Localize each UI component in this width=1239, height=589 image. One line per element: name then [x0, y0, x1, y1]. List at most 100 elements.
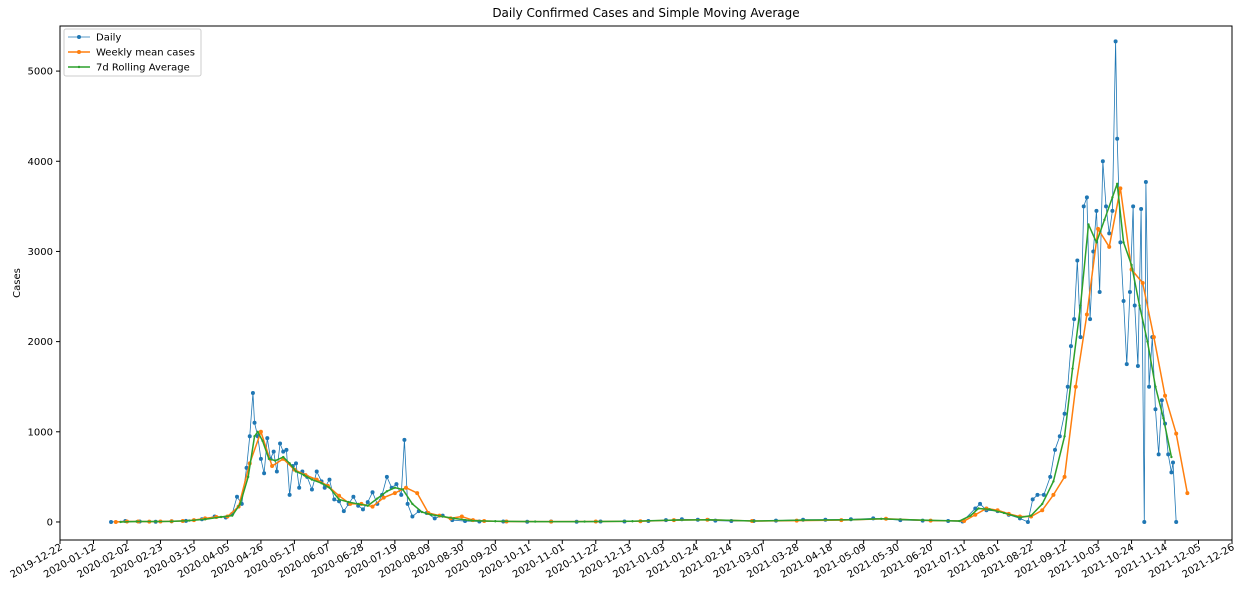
data-point [921, 518, 924, 522]
data-point [404, 485, 409, 490]
data-point [672, 518, 676, 522]
data-point [1062, 411, 1067, 416]
data-point [1122, 241, 1125, 244]
data-point [1143, 180, 1148, 184]
data-point [253, 435, 256, 438]
data-point [1065, 384, 1070, 389]
data-point [384, 474, 389, 479]
data-point [430, 513, 433, 516]
data-point [256, 430, 259, 433]
data-point [1051, 492, 1056, 497]
data-point [347, 500, 350, 504]
series-daily [109, 39, 1179, 524]
data-point [170, 520, 173, 523]
data-point [533, 520, 537, 523]
series-7d-rolling-average [119, 182, 1173, 524]
data-point [297, 485, 302, 490]
data-point [631, 520, 634, 523]
legend-label: Weekly mean cases [96, 48, 195, 59]
data-point [287, 492, 292, 497]
data-point [1053, 447, 1057, 452]
legend-label: 7d Rolling Average [96, 63, 190, 74]
data-point [1040, 508, 1045, 513]
data-point [1110, 208, 1115, 213]
data-point [337, 498, 341, 501]
data-point [328, 486, 331, 489]
data-point [401, 488, 405, 491]
data-point [113, 519, 118, 524]
data-point [341, 509, 346, 514]
data-point [320, 481, 323, 485]
data-point [302, 473, 306, 477]
data-point [1081, 204, 1086, 209]
data-point [365, 500, 370, 505]
data-point [1071, 367, 1074, 370]
data-point [1018, 516, 1022, 519]
data-point [1118, 240, 1123, 245]
data-point [1079, 304, 1082, 307]
data-point [1139, 207, 1144, 212]
data-point [366, 504, 369, 507]
data-point [392, 491, 397, 496]
data-point [278, 441, 283, 446]
data-point [1035, 492, 1040, 497]
data-point [1162, 417, 1165, 420]
data-point [1140, 281, 1145, 285]
data-point [988, 508, 991, 511]
data-point [801, 518, 805, 522]
y-tick-label: 1000 [28, 427, 53, 438]
data-point [880, 517, 883, 521]
data-point [1170, 455, 1173, 459]
data-point [284, 447, 289, 452]
data-point [282, 455, 285, 459]
data-point [1156, 452, 1161, 457]
data-point [1174, 519, 1179, 524]
data-point [1075, 258, 1080, 263]
data-point [250, 391, 255, 396]
data-point [135, 520, 138, 523]
data-point [394, 482, 399, 487]
data-point [265, 436, 270, 441]
data-point [258, 456, 263, 461]
data-point [261, 439, 264, 443]
data-point [958, 519, 961, 523]
data-point [969, 514, 972, 517]
data-point [1063, 435, 1066, 438]
data-point [1107, 244, 1112, 249]
data-point [252, 420, 257, 425]
data-point [978, 501, 983, 506]
data-point [376, 497, 379, 500]
data-point [459, 514, 464, 519]
data-point [1052, 480, 1055, 483]
data-point [119, 520, 122, 524]
data-point [1002, 511, 1006, 515]
data-point [441, 515, 444, 518]
data-point [1142, 519, 1147, 524]
data-point [1087, 223, 1090, 226]
data-point [1138, 304, 1141, 307]
data-point [849, 518, 853, 521]
data-point [1124, 362, 1129, 367]
data-point [351, 494, 356, 499]
data-point [1041, 492, 1046, 497]
data-point [327, 477, 332, 482]
data-point [258, 429, 263, 434]
legend: Daily Weekly mean cases 7d Rolling Average [63, 28, 202, 77]
data-point [267, 457, 271, 461]
data-point [1111, 196, 1114, 199]
data-point [1146, 340, 1149, 343]
data-point [583, 520, 586, 523]
data-point [1062, 474, 1067, 479]
data-point [1095, 241, 1098, 244]
data-point [973, 512, 978, 517]
data-point [402, 437, 407, 442]
data-point [1030, 497, 1035, 502]
data-point [1115, 182, 1119, 186]
data-point [1163, 393, 1168, 398]
data-point [294, 470, 298, 473]
data-point [309, 487, 314, 492]
data-point [109, 519, 114, 524]
data-point [238, 502, 242, 506]
y-tick-label: 4000 [28, 157, 53, 168]
data-point [1131, 204, 1136, 209]
